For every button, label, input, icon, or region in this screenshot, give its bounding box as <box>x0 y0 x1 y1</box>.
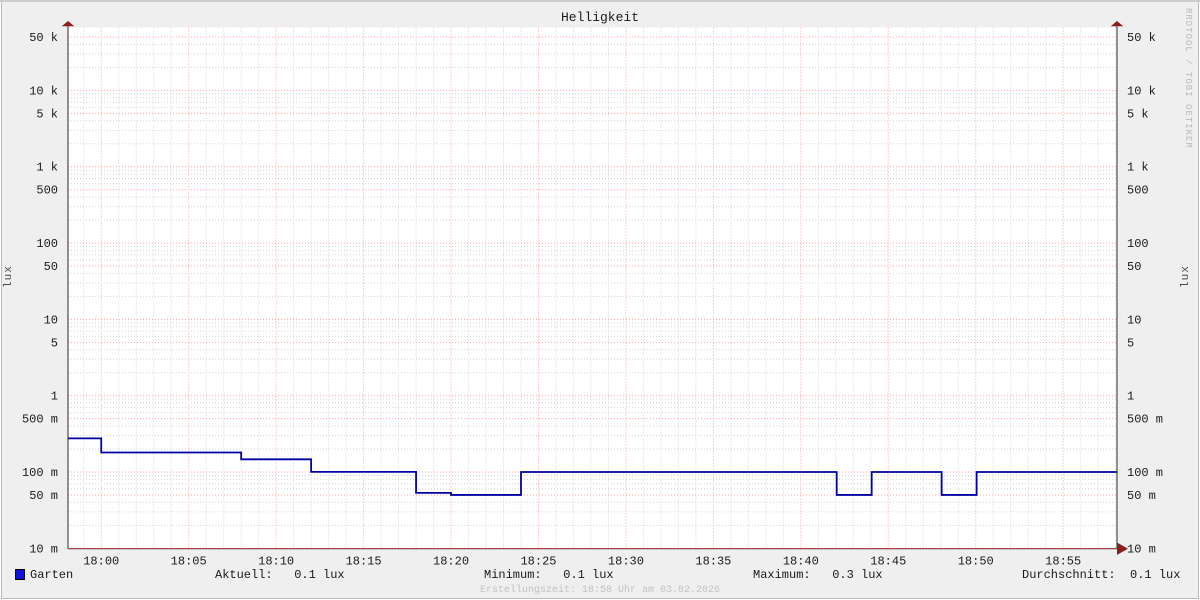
svg-text:100: 100 <box>36 237 58 251</box>
svg-text:50: 50 <box>1127 260 1141 274</box>
svg-text:50 m: 50 m <box>1127 489 1156 503</box>
svg-text:1: 1 <box>1127 390 1134 404</box>
svg-text:18:05: 18:05 <box>171 555 207 569</box>
svg-text:10 m: 10 m <box>29 542 58 556</box>
svg-text:500: 500 <box>36 184 58 198</box>
svg-text:50: 50 <box>44 260 58 274</box>
svg-text:5 k: 5 k <box>1127 107 1149 121</box>
svg-text:18:55: 18:55 <box>1045 555 1081 569</box>
svg-text:5: 5 <box>51 336 58 350</box>
svg-text:18:10: 18:10 <box>258 555 294 569</box>
svg-text:10 m: 10 m <box>1127 542 1156 556</box>
svg-text:18:50: 18:50 <box>958 555 994 569</box>
svg-text:50 k: 50 k <box>29 31 58 45</box>
svg-text:500: 500 <box>1127 184 1149 198</box>
svg-text:500 m: 500 m <box>22 413 58 427</box>
svg-text:50 m: 50 m <box>29 489 58 503</box>
svg-text:5 k: 5 k <box>36 107 58 121</box>
svg-text:18:15: 18:15 <box>346 555 382 569</box>
svg-text:5: 5 <box>1127 336 1134 350</box>
svg-text:18:20: 18:20 <box>433 555 469 569</box>
svg-text:500 m: 500 m <box>1127 413 1163 427</box>
svg-text:10 k: 10 k <box>29 84 58 98</box>
svg-text:50 k: 50 k <box>1127 31 1156 45</box>
svg-text:18:00: 18:00 <box>83 555 119 569</box>
svg-text:18:40: 18:40 <box>783 555 819 569</box>
svg-text:18:35: 18:35 <box>695 555 731 569</box>
svg-text:10: 10 <box>1127 313 1141 327</box>
svg-text:10: 10 <box>44 313 58 327</box>
svg-text:1 k: 1 k <box>1127 161 1149 175</box>
svg-text:100 m: 100 m <box>22 466 58 480</box>
svg-text:1 k: 1 k <box>36 161 58 175</box>
svg-text:100: 100 <box>1127 237 1149 251</box>
svg-text:18:25: 18:25 <box>520 555 556 569</box>
svg-text:18:45: 18:45 <box>870 555 906 569</box>
svg-text:10 k: 10 k <box>1127 84 1156 98</box>
svg-text:1: 1 <box>51 390 58 404</box>
svg-text:100 m: 100 m <box>1127 466 1163 480</box>
svg-text:18:30: 18:30 <box>608 555 644 569</box>
